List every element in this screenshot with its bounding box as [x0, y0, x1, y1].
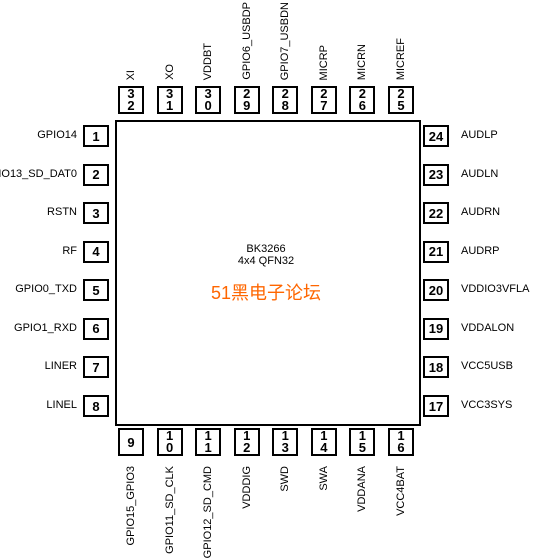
pin-box: 27 [311, 86, 337, 114]
pin-box: 6 [83, 318, 109, 340]
pin-label: MICRN [356, 44, 368, 80]
pin-label: GPIO12_SD_CMD [202, 466, 214, 558]
pin-label: VDDANA [356, 466, 368, 512]
pin-box: 24 [423, 125, 449, 147]
pin-box: 15 [349, 428, 375, 456]
pin-label: AUDRP [461, 245, 500, 257]
pin-label: SWD [279, 466, 291, 492]
pin-label: GPIO11_SD_CLK [164, 466, 176, 554]
pin-box: 1 [83, 125, 109, 147]
pin-box: 29 [234, 86, 260, 114]
pin-box: 18 [423, 356, 449, 378]
pin-box: 32 [118, 86, 144, 114]
pin-box: 19 [423, 318, 449, 340]
chip-part-number: BK3266 [246, 243, 285, 255]
pin-box: 10 [157, 428, 183, 456]
pin-box: 13 [272, 428, 298, 456]
pin-box: 2 [83, 164, 109, 186]
pin-box: 26 [349, 86, 375, 114]
pin-label: VDDBT [202, 43, 214, 80]
pin-label: GPIO14 [37, 129, 77, 141]
pin-box: 4 [83, 241, 109, 263]
chip-outline [115, 120, 421, 426]
pin-label: VDDDIG [241, 466, 253, 509]
pin-box: 28 [272, 86, 298, 114]
pin-box: 12 [234, 428, 260, 456]
pin-box: 16 [388, 428, 414, 456]
pin-box: 31 [157, 86, 183, 114]
pin-label: GPIO1_RXD [14, 322, 77, 334]
pin-label: GPIO15_GPIO3 [125, 466, 137, 545]
pin-box: 5 [83, 279, 109, 301]
diagram-container: BK3266 4x4 QFN32 51黑电子论坛 1 GPIO14 2 GPIO13_… [0, 0, 553, 539]
pin-label: VDDALON [461, 322, 514, 334]
pin-box: 20 [423, 279, 449, 301]
pin-label: LINER [45, 360, 77, 372]
pin-box: 14 [311, 428, 337, 456]
pin-label: AUDRN [461, 206, 500, 218]
pin-label: SWA [318, 466, 330, 491]
pin-label: RF [62, 245, 77, 257]
pin-label: XO [164, 64, 176, 80]
pin-label: GPIO6_USBDP [241, 2, 253, 80]
pin-box: 8 [83, 395, 109, 417]
pin-box: 17 [423, 395, 449, 417]
pin-label: AUDLN [461, 168, 498, 180]
pin-box: 25 [388, 86, 414, 114]
pin-label: VCC5USB [461, 360, 513, 372]
pin-label: RSTN [47, 206, 77, 218]
pin-label: MICREF [395, 38, 407, 80]
pin-label: AUDLP [461, 129, 498, 141]
pin-label: VCC3SYS [461, 399, 512, 411]
pin-label: GPIO7_USBDN [279, 2, 291, 80]
pin-label: GPIO13_SD_DAT0 [0, 168, 77, 180]
watermark-text: 51黑电子论坛 [186, 279, 346, 305]
pin-box: 9 [118, 428, 144, 456]
pin-box: 21 [423, 241, 449, 263]
pin-label: GPIO0_TXD [15, 283, 77, 295]
chip-name: BK3266 4x4 QFN32 [216, 243, 316, 267]
pin-box: 3 [83, 202, 109, 224]
pin-label: VCC4BAT [395, 466, 407, 516]
pin-box: 22 [423, 202, 449, 224]
pin-box: 30 [195, 86, 221, 114]
pin-label: XI [125, 70, 137, 80]
pin-box: 11 [195, 428, 221, 456]
pin-label: MICRP [318, 45, 330, 80]
pin-box: 7 [83, 356, 109, 378]
pin-box: 23 [423, 164, 449, 186]
chip-package: 4x4 QFN32 [238, 255, 294, 267]
pin-label: VDDIO3VFLA [461, 283, 529, 295]
pin-label: LINEL [46, 399, 77, 411]
